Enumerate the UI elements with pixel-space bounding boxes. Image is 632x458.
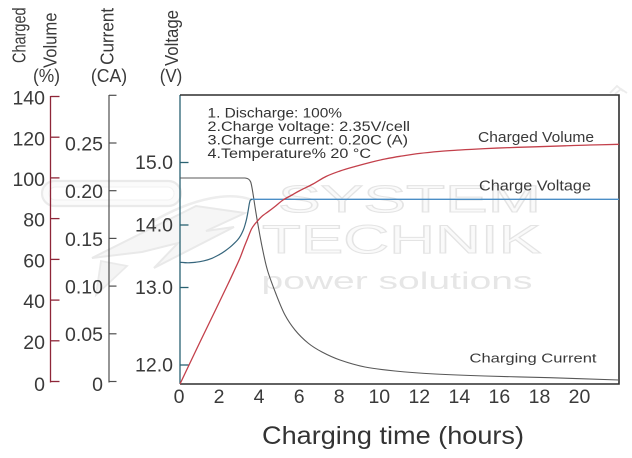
svg-text:10: 10	[368, 386, 390, 408]
svg-text:0.25: 0.25	[65, 134, 103, 156]
svg-text:14: 14	[449, 386, 471, 408]
svg-text:0.15: 0.15	[65, 229, 103, 251]
svg-text:20: 20	[569, 386, 591, 408]
svg-text:1. Discharge: 100%: 1. Discharge: 100%	[208, 106, 343, 122]
svg-text:13.0: 13.0	[135, 277, 173, 299]
svg-text:(CA): (CA)	[91, 66, 127, 86]
svg-text:3.Charge current: 0.20C (A): 3.Charge current: 0.20C (A)	[208, 133, 409, 149]
svg-text:60: 60	[23, 251, 45, 273]
svg-text:140: 140	[12, 88, 45, 110]
svg-text:0: 0	[34, 374, 45, 396]
svg-text:20: 20	[23, 332, 45, 354]
svg-text:Charged Volume: Charged Volume	[478, 130, 594, 146]
svg-text:Current: Current	[98, 8, 118, 65]
svg-text:4: 4	[254, 386, 265, 408]
svg-text:4.Temperature% 20 °C: 4.Temperature% 20 °C	[208, 146, 372, 162]
svg-text:2: 2	[214, 386, 225, 408]
svg-text:Volume: Volume	[41, 12, 61, 67]
svg-text:80: 80	[23, 210, 45, 232]
svg-text:0.10: 0.10	[65, 277, 103, 299]
svg-text:40: 40	[23, 291, 45, 313]
svg-text:(V): (V)	[160, 66, 183, 86]
svg-text:100: 100	[12, 169, 45, 191]
svg-text:Charging Current: Charging Current	[470, 351, 597, 366]
svg-text:12.0: 12.0	[135, 355, 173, 377]
svg-text:SYSTEM: SYSTEM	[278, 179, 541, 221]
svg-text:12: 12	[408, 386, 430, 408]
svg-text:16: 16	[489, 386, 511, 408]
svg-text:0: 0	[174, 386, 185, 408]
svg-text:120: 120	[12, 129, 45, 151]
svg-text:Charged: Charged	[9, 7, 29, 63]
svg-text:2.Charge voltage: 2.35V/cell: 2.Charge voltage: 2.35V/cell	[208, 119, 411, 135]
svg-text:14.0: 14.0	[135, 215, 173, 237]
svg-text:18: 18	[529, 386, 551, 408]
svg-text:8: 8	[334, 386, 345, 408]
svg-text:TECHNIK: TECHNIK	[262, 218, 541, 262]
svg-text:Voltage: Voltage	[162, 10, 182, 66]
svg-text:0: 0	[92, 374, 103, 396]
svg-text:power solutions: power solutions	[262, 268, 533, 295]
svg-text:Charge Voltage: Charge Voltage	[479, 179, 591, 195]
svg-text:Charging time (hours): Charging time (hours)	[262, 422, 524, 450]
svg-text:(%): (%)	[33, 66, 60, 86]
svg-text:0.20: 0.20	[65, 181, 103, 203]
svg-text:0.05: 0.05	[65, 324, 103, 346]
svg-text:6: 6	[294, 386, 305, 408]
svg-text:15.0: 15.0	[135, 152, 173, 174]
